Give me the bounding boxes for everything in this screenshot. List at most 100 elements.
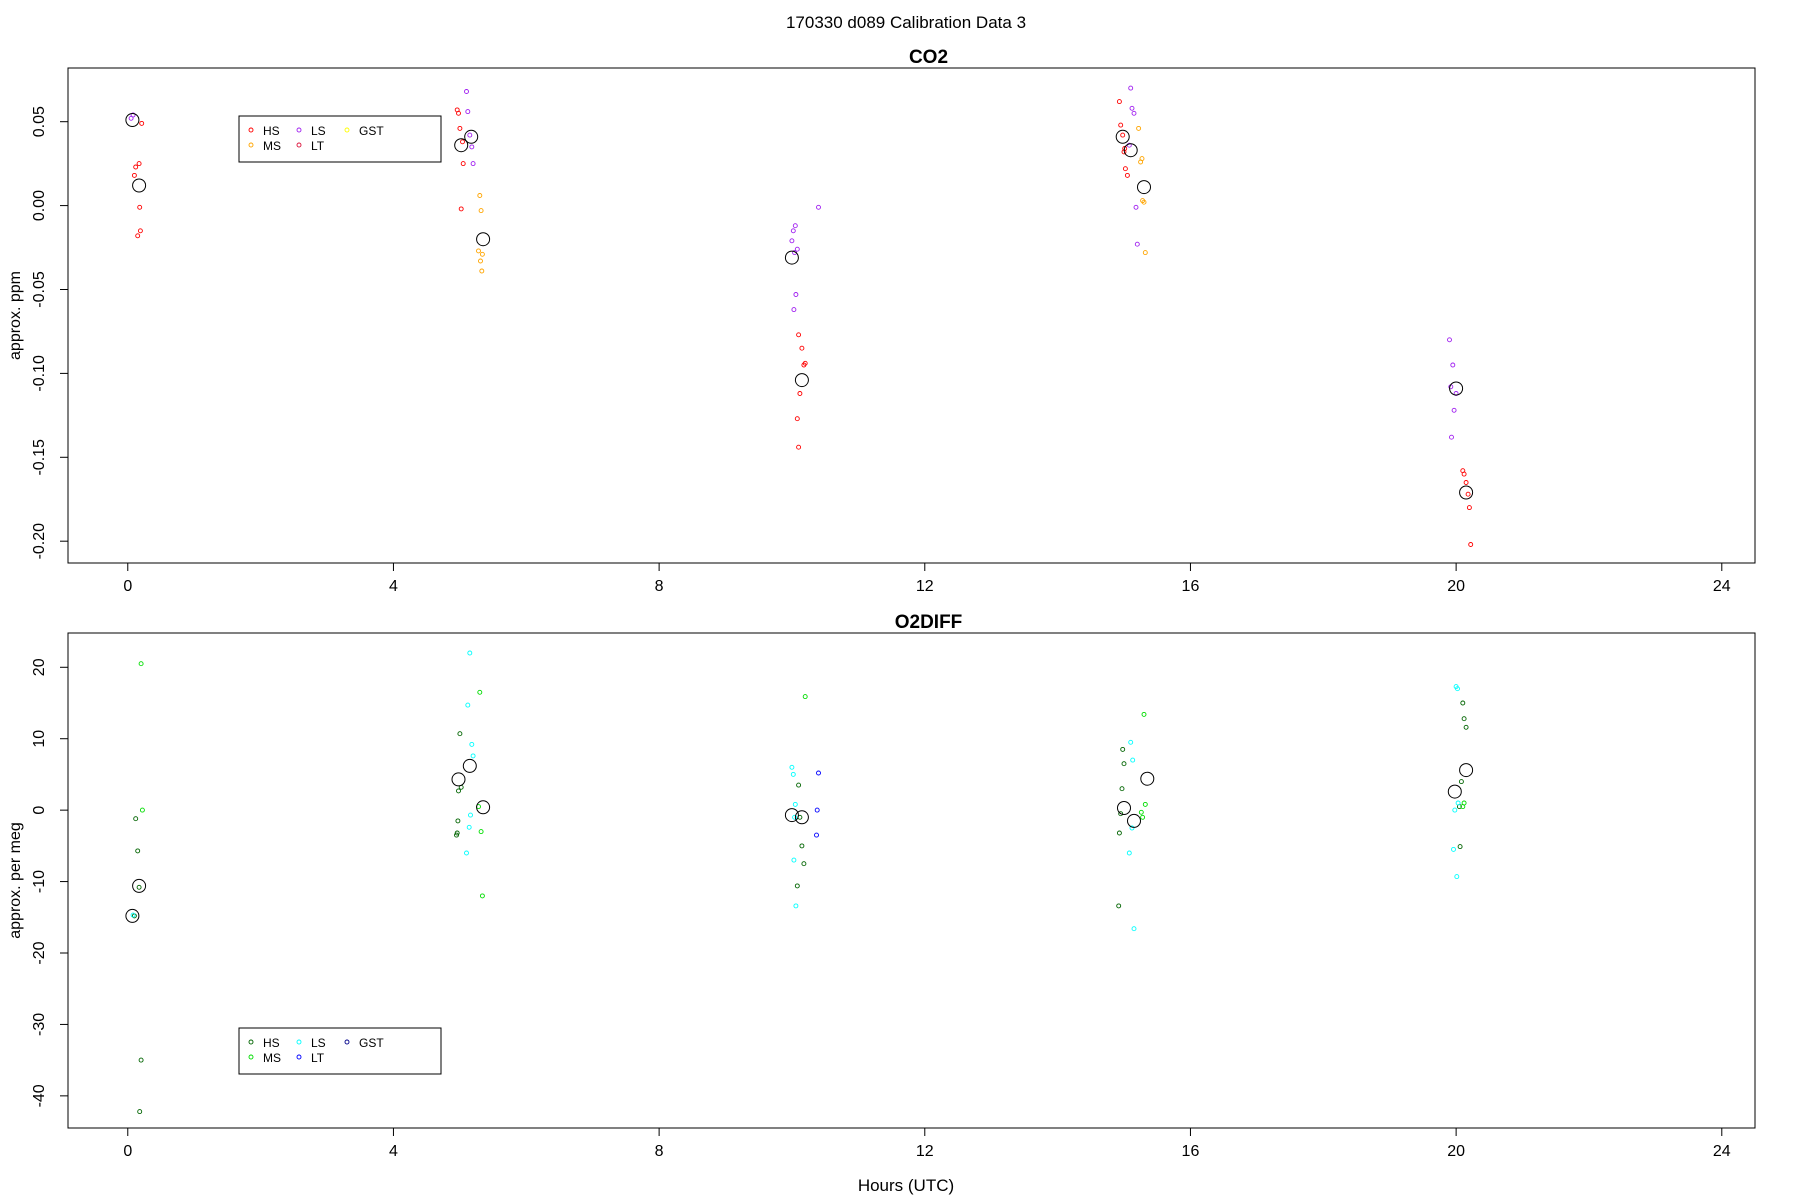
data-point <box>796 782 802 788</box>
data-point <box>1122 166 1128 172</box>
mean-point <box>125 113 140 127</box>
data-point <box>1449 434 1454 440</box>
data-point <box>791 857 797 863</box>
legend-marker <box>344 1039 350 1045</box>
data-point <box>1134 241 1140 247</box>
data-point <box>469 144 475 150</box>
panel-title: CO2 <box>909 47 948 68</box>
data-point <box>477 193 483 198</box>
data-point <box>478 258 483 264</box>
data-point <box>1118 122 1124 128</box>
legend-label: GST <box>359 124 384 138</box>
data-point <box>137 204 143 210</box>
panel-title: O2DIFF <box>895 612 963 633</box>
data-point <box>464 89 469 94</box>
data-point <box>792 223 798 229</box>
data-point <box>816 770 821 776</box>
legend-box <box>238 115 442 163</box>
x-tick-label: 24 <box>1713 578 1731 595</box>
figure-suptitle: 170330 d089 Calibration Data 3 <box>786 13 1026 32</box>
mean-point <box>125 908 140 923</box>
y-tick-label: -0.20 <box>31 523 48 560</box>
data-point <box>790 228 796 234</box>
data-point <box>1116 99 1122 105</box>
data-point <box>465 109 471 115</box>
data-point <box>468 812 473 818</box>
data-point <box>455 818 461 824</box>
data-point <box>799 843 805 849</box>
mean-point <box>1115 129 1130 144</box>
data-point <box>476 248 481 254</box>
data-point <box>1131 926 1137 932</box>
data-point <box>814 832 819 838</box>
mean-point <box>794 373 809 388</box>
data-point <box>796 444 802 450</box>
data-point <box>1461 716 1467 722</box>
data-point <box>1142 801 1148 807</box>
mean-point <box>794 810 809 825</box>
series-hs <box>131 700 1469 1115</box>
data-point <box>1141 711 1147 717</box>
x-axis-label: Hours (UTC) <box>858 1176 954 1195</box>
mean-point <box>1137 180 1151 195</box>
data-point <box>814 807 820 813</box>
data-point <box>1450 362 1456 368</box>
legend-label: HS <box>263 124 280 138</box>
o2diff-panel: O2DIFF 0 4 8 12 16 20 24 20 10 0 -10 -20 -30 -40 approx… <box>7 612 1756 1160</box>
legend-label: LS <box>311 1036 326 1050</box>
legend-marker <box>296 142 302 148</box>
data-point <box>135 848 141 854</box>
data-point <box>454 832 459 838</box>
data-point <box>460 139 465 145</box>
data-point <box>792 801 798 807</box>
data-point <box>137 228 143 234</box>
data-point <box>138 1057 144 1063</box>
y-tick-label: 20 <box>31 658 48 676</box>
data-point <box>1116 903 1122 909</box>
x-tick-label: 0 <box>123 578 132 595</box>
co2-panel: CO2 0 4 8 12 16 20 24 0.05 0.00 -0.05 -0.10 -0.15 -0.… <box>7 47 1756 595</box>
data-point <box>1142 250 1148 256</box>
data-point <box>131 172 137 178</box>
data-point <box>794 246 800 252</box>
series-ls <box>130 650 1461 932</box>
legend-label: LS <box>311 124 326 138</box>
y-tick-label: 0.05 <box>31 106 48 137</box>
data-point <box>133 816 139 822</box>
data-point <box>1139 156 1145 162</box>
data-point <box>136 161 142 167</box>
y-axis-label: approx. ppm <box>7 271 24 360</box>
legend-label: LT <box>311 139 325 153</box>
y-tick-label: -40 <box>31 1084 48 1107</box>
series-hs <box>131 99 1474 547</box>
data-point <box>793 292 799 297</box>
legend-label: GST <box>359 1036 384 1050</box>
mean-point <box>454 138 469 153</box>
mean-point <box>1140 771 1155 786</box>
mean-point <box>1459 763 1474 778</box>
y-tick-label: -20 <box>31 941 48 964</box>
y-tick-label: -0.10 <box>31 355 48 392</box>
data-point <box>479 251 485 257</box>
data-point <box>137 1109 143 1115</box>
series-lt <box>814 770 821 838</box>
data-point <box>133 164 139 170</box>
data-point <box>130 112 136 118</box>
data-point <box>1465 491 1471 497</box>
mean-point <box>132 178 147 193</box>
data-point <box>1140 814 1146 820</box>
data-point <box>802 694 808 700</box>
x-tick-label: 4 <box>389 578 398 595</box>
data-point <box>1463 480 1469 485</box>
data-point <box>1141 199 1147 205</box>
data-point <box>816 204 821 210</box>
data-point <box>794 883 800 889</box>
legend-marker <box>296 1039 302 1045</box>
mean-point <box>464 129 479 144</box>
data-point <box>1454 874 1460 880</box>
data-point <box>789 238 795 244</box>
data-point <box>469 741 475 747</box>
x-tick-label: 12 <box>916 1143 934 1160</box>
